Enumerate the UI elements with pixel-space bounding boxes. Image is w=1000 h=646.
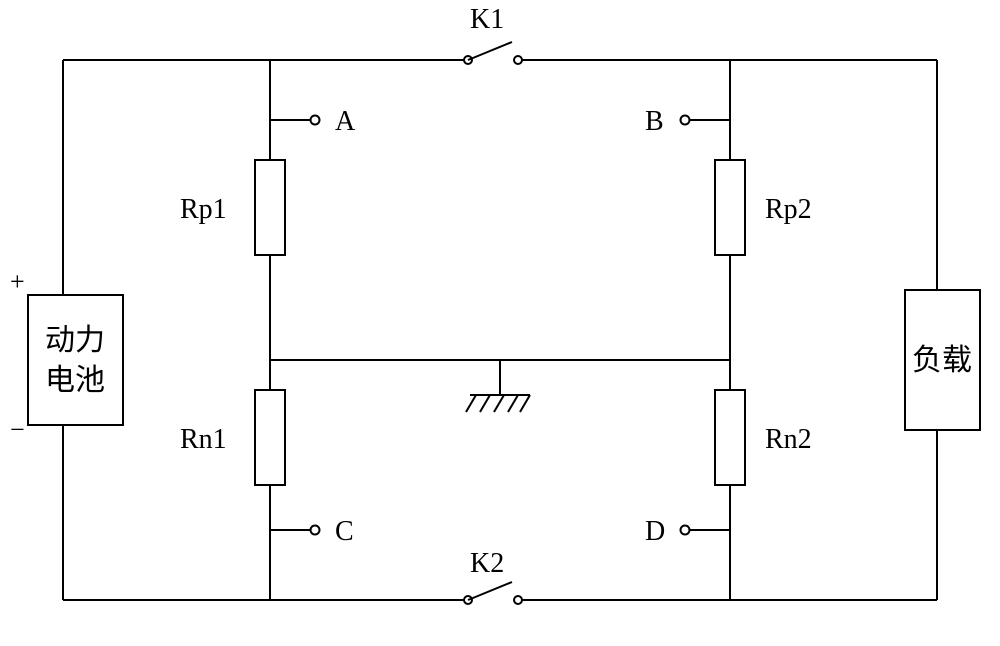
battery-minus: − <box>10 415 25 444</box>
resistor-rn2 <box>715 390 745 485</box>
resistor-rn1-label: Rn1 <box>180 424 227 455</box>
ground-hatch <box>466 395 530 412</box>
node-b <box>681 116 731 125</box>
node-d-label: D <box>645 516 665 547</box>
battery-label-2: 电池 <box>45 364 105 397</box>
switch-k2-label: K2 <box>470 548 504 579</box>
node-a-label: A <box>335 106 356 137</box>
node-a <box>270 116 320 125</box>
resistor-rp1-label: Rp1 <box>180 194 227 225</box>
switch-k1-label: K1 <box>470 4 504 35</box>
resistor-rp1 <box>255 160 285 255</box>
node-b-label: B <box>645 106 664 137</box>
circuit-diagram: K1 K2 + − 动力 电池 负载 <box>0 0 1000 646</box>
battery-box <box>28 295 123 425</box>
resistor-rp2-label: Rp2 <box>765 194 812 225</box>
node-c <box>270 526 320 535</box>
load-label: 负载 <box>912 344 972 377</box>
switch-k1 <box>464 42 522 64</box>
node-d <box>681 526 731 535</box>
switch-k2 <box>464 582 522 604</box>
resistor-rn2-label: Rn2 <box>765 424 812 455</box>
resistor-rn1 <box>255 390 285 485</box>
battery-plus: + <box>10 267 25 296</box>
resistor-rp2 <box>715 160 745 255</box>
battery-label-1: 动力 <box>45 324 105 357</box>
node-c-label: C <box>335 516 354 547</box>
